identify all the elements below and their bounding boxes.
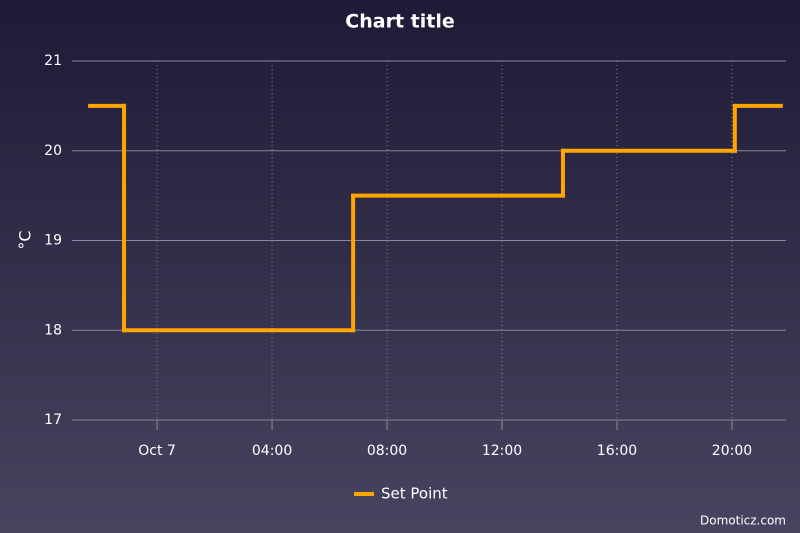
x-tick-label: Oct 7 (138, 443, 176, 459)
x-tick-label: 12:00 (482, 443, 522, 459)
y-tick-label: 19 (44, 233, 62, 249)
x-tick-label: 04:00 (252, 443, 292, 459)
y-tick-label: 17 (44, 412, 62, 428)
chart-title: Chart title (345, 11, 454, 33)
y-tick-label: 18 (44, 322, 62, 338)
y-tick-label: 20 (44, 143, 62, 159)
x-tick-label: 20:00 (712, 443, 752, 459)
y-axis-label: °C (16, 230, 35, 249)
legend-label[interactable]: Set Point (381, 485, 448, 503)
x-tick-label: 08:00 (367, 443, 407, 459)
credits: Domoticz.com (700, 514, 786, 528)
y-tick-label: 21 (44, 53, 62, 69)
x-tick-label: 16:00 (597, 443, 637, 459)
